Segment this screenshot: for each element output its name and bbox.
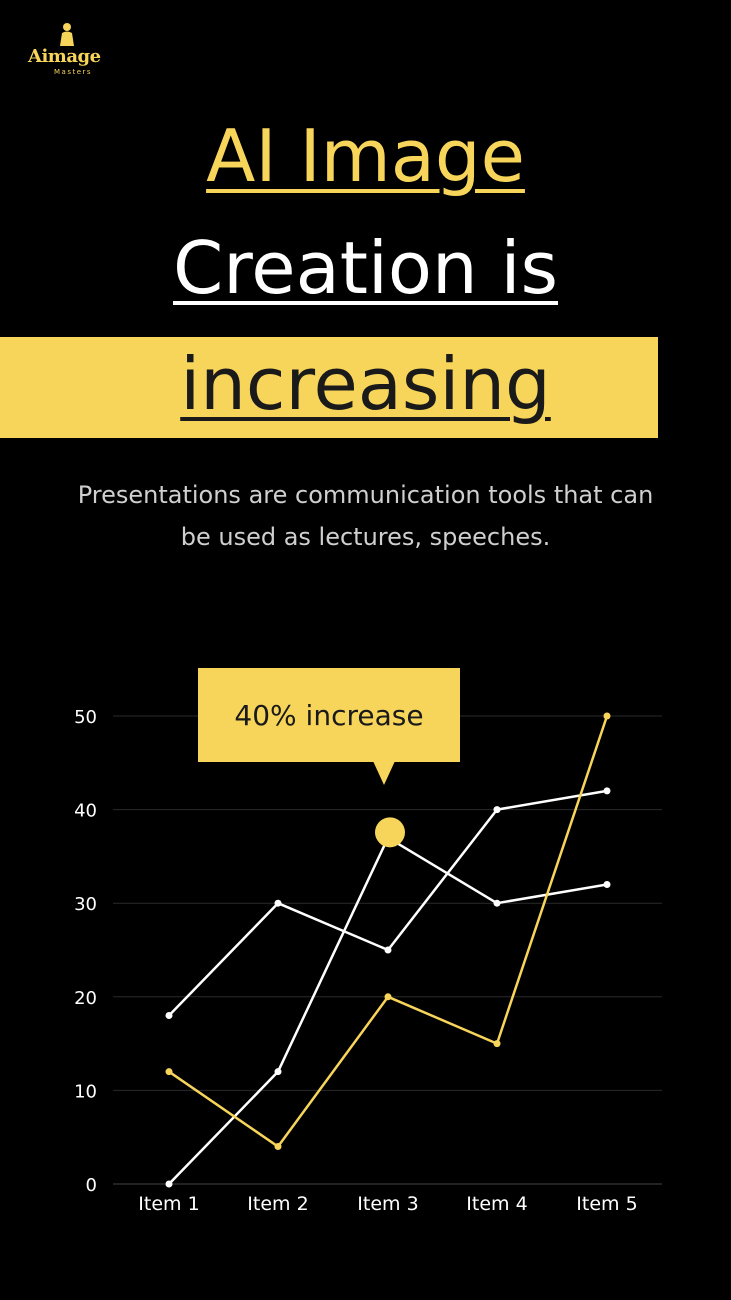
y-tick-label: 0 [86,1175,97,1196]
highlight-marker [375,817,405,848]
data-point [603,880,611,888]
y-tick-label: 20 [74,988,97,1009]
series-1 [165,787,611,1020]
headline-line-1: AI Image [206,114,525,198]
data-point [493,899,501,907]
data-point [384,993,392,1001]
data-point [165,1012,173,1020]
data-point [274,1143,282,1151]
y-tick-label: 40 [74,801,97,822]
callout-pointer [373,761,395,785]
y-tick-label: 30 [74,894,97,915]
series-3 [165,712,611,1151]
y-tick-label: 10 [74,1081,97,1102]
logo-tagline: Masters [54,68,93,76]
x-axis-ticks: Item 1 Item 2 Item 3 Item 4 Item 5 [138,1193,637,1215]
subtitle: Presentations are communication tools th… [77,481,654,551]
x-tick-label: Item 2 [247,1193,308,1215]
x-tick-label: Item 4 [466,1193,527,1215]
data-point [603,787,611,795]
series-line [168,836,608,1185]
data-point [274,1068,282,1076]
logo-wordmark: Aimage [28,46,101,67]
callout-box: 40% increase [198,668,460,762]
series-2 [165,834,611,1188]
data-point [165,1180,173,1188]
logo-figure-icon [60,23,74,46]
chart-series [165,712,611,1188]
data-point [274,899,282,907]
y-tick-label: 50 [74,707,97,728]
x-tick-label: Item 3 [357,1193,418,1215]
chart-highlight [375,817,405,848]
x-tick-label: Item 5 [576,1193,637,1215]
y-axis-ticks: 0 10 20 30 40 50 [74,707,97,1196]
data-point [165,1068,173,1076]
x-tick-label: Item 1 [138,1193,199,1215]
data-point [493,806,501,814]
headline-line-3: increasing [180,342,551,426]
logo: Aimage Masters [28,22,108,78]
data-point [603,712,611,720]
data-point [384,946,392,954]
headline-highlight-band [0,337,658,438]
data-point [493,1040,501,1048]
headline-line-2: Creation is [172,226,559,310]
